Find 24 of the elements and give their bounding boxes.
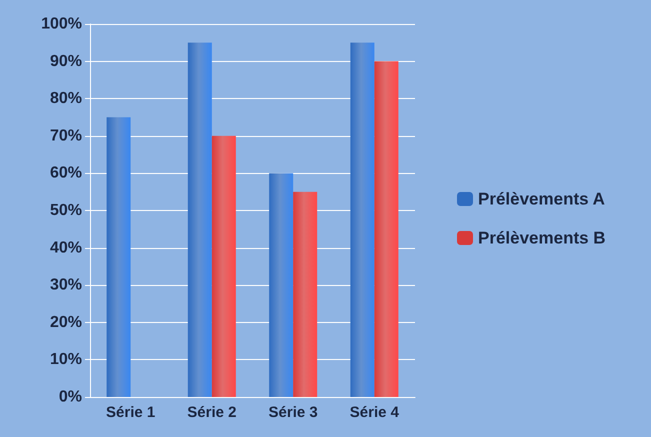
bar	[350, 42, 374, 397]
x-tick-label: Série 2	[187, 404, 236, 421]
y-tick-label: 40%	[50, 239, 82, 256]
bar	[106, 117, 131, 397]
x-tick-label: Série 3	[268, 404, 318, 421]
y-tick-label: 100%	[41, 16, 82, 32]
bar	[293, 192, 318, 397]
bar	[269, 173, 294, 397]
legend-label: Prélèvements B	[478, 228, 606, 248]
legend-label: Prélèvements A	[478, 190, 605, 208]
bar	[212, 136, 236, 397]
bar	[374, 61, 398, 397]
y-tick-label: 30%	[50, 276, 82, 294]
bar	[188, 42, 212, 397]
y-tick-label: 10%	[50, 351, 82, 368]
x-tick-label: Série 1	[106, 404, 156, 421]
y-tick-label: 80%	[50, 90, 82, 108]
y-tick-label: 0%	[58, 388, 82, 406]
y-tick-label: 70%	[50, 127, 82, 144]
y-tick-label: 90%	[50, 52, 82, 70]
y-tick-label: 60%	[50, 164, 82, 182]
y-tick-label: 50%	[50, 202, 82, 219]
x-tick-label: Série 4	[350, 404, 400, 421]
y-tick-label: 20%	[50, 314, 82, 331]
